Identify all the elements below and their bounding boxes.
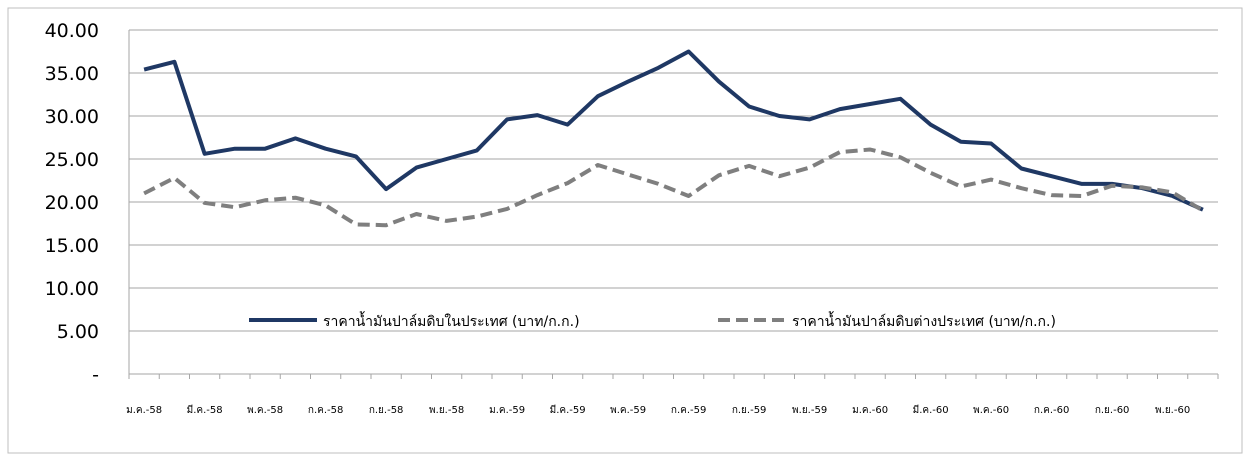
x-tick-label: พ.ค.-60 xyxy=(973,405,1009,416)
legend-label-foreign: ราคาน้ำมันปาล์มดิบต่างประเทศ (บาท/ก.ก.) xyxy=(792,311,1056,330)
x-tick-label: พ.ย.-59 xyxy=(792,405,827,416)
chart-border xyxy=(7,7,1243,454)
x-tick-label: มี.ค.-60 xyxy=(913,404,949,416)
y-tick-label: 40.00 xyxy=(45,20,99,42)
x-tick-label: พ.ย.-60 xyxy=(1155,405,1190,416)
x-tick-label: มี.ค.-58 xyxy=(187,404,223,416)
y-tick-label: 15.00 xyxy=(45,235,99,257)
series-line-domestic xyxy=(143,49,1204,212)
x-tick-label: ก.ย.-58 xyxy=(369,405,404,416)
x-tick-label: ก.ย.-59 xyxy=(732,405,767,416)
x-tick-label: ม.ค.-58 xyxy=(126,405,162,416)
x-tick-label: ม.ค.-60 xyxy=(852,405,888,416)
legend: ราคาน้ำมันปาล์มดิบในประเทศ (บาท/ก.ก.) รา… xyxy=(249,311,1056,330)
y-tick-label: 5.00 xyxy=(57,321,99,343)
x-tick-label: ก.ค.-60 xyxy=(1034,405,1069,416)
y-tick-label: 30.00 xyxy=(45,106,99,128)
y-tick-label: 35.00 xyxy=(45,63,99,85)
y-axis-ticks: - 5.00 10.00 15.00 20.00 25.00 30.00 35.00 40.00 xyxy=(45,20,99,386)
x-tick-label: มี.ค.-59 xyxy=(550,404,586,416)
x-tick-label: พ.ย.-58 xyxy=(429,405,464,416)
y-tick-label: 20.00 xyxy=(45,192,99,214)
series-line-foreign xyxy=(143,147,1204,228)
x-tick-label: ก.ค.-58 xyxy=(308,405,343,416)
x-tick-label: ก.ค.-59 xyxy=(671,405,706,416)
x-tick-label: ก.ย.-60 xyxy=(1095,405,1130,416)
x-axis-ticks: ม.ค.-58 มี.ค.-58 พ.ค.-58 ก.ค.-58 ก.ย.-58 พ.ย.… xyxy=(126,404,1190,416)
x-tick-label: ม.ค.-59 xyxy=(489,405,525,416)
y-tick-label: 25.00 xyxy=(45,149,99,171)
axes xyxy=(128,30,1219,379)
x-tick-label: พ.ค.-59 xyxy=(610,405,646,416)
y-tick-label: - xyxy=(92,364,99,386)
legend-label-domestic: ราคาน้ำมันปาล์มดิบในประเทศ (บาท/ก.ก.) xyxy=(323,311,580,330)
y-tick-label: 10.00 xyxy=(45,278,99,300)
x-tick-label: พ.ค.-58 xyxy=(247,405,283,416)
series-lines xyxy=(143,49,1204,228)
